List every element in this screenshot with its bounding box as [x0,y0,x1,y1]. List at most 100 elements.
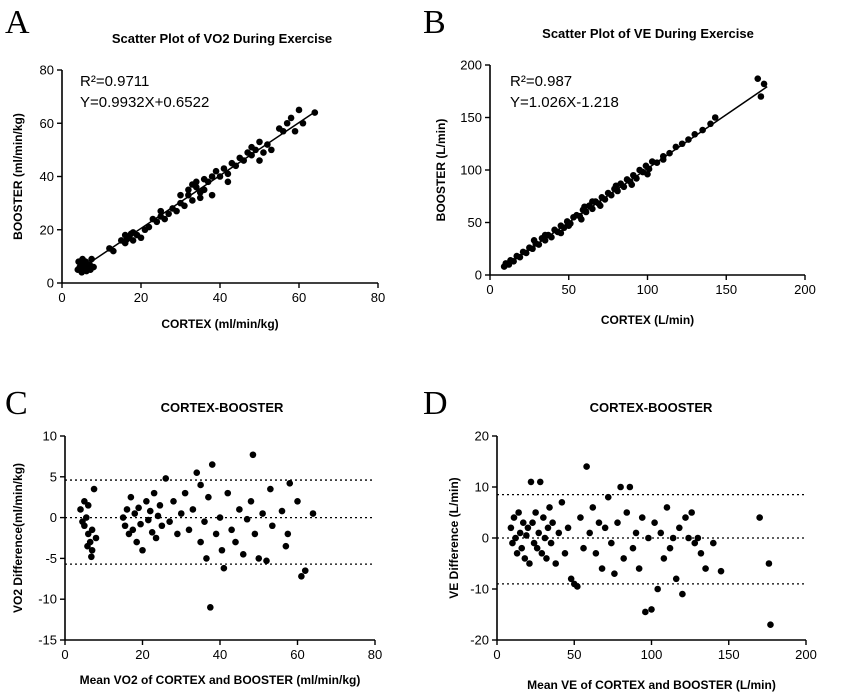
data-point [216,173,224,180]
data-point [757,93,765,100]
data-point [141,226,149,234]
data-point [251,530,259,538]
data-point [243,515,251,523]
data-point [185,526,193,534]
data-point [220,564,228,572]
data-point [81,522,88,530]
data-point [129,237,137,244]
data-point [196,194,204,202]
data-point [260,149,267,156]
y-tick-label: -5 [45,551,57,566]
data-point [760,80,768,88]
data-point [564,524,572,532]
x-tick-label: 100 [637,282,659,297]
data-point [181,202,188,210]
data-point [617,483,624,491]
data-point [581,203,588,211]
x-tick-label: 150 [715,282,737,297]
data-point [541,231,549,239]
data-point [548,233,555,241]
data-point [208,191,216,199]
data-point [137,234,145,242]
data-point [702,565,709,572]
panel-letter: B [423,4,446,41]
data-point [521,555,529,562]
data-point [596,202,604,209]
data-point [156,502,164,509]
data-point [88,526,96,534]
data-point [189,506,197,513]
data-point [239,551,247,558]
y-tick-label: 10 [475,480,489,495]
data-point [651,519,658,526]
data-point [607,191,615,199]
chart-title: Scatter Plot of VO2 During Exercise [112,31,332,46]
x-tick-label: 100 [641,647,663,662]
data-point [165,210,172,218]
data-point [645,165,653,173]
x-tick-label: 150 [718,647,740,662]
x-tick-label: 50 [567,647,581,662]
data-point [710,539,717,547]
data-point [685,136,692,143]
data-point [146,507,154,515]
data-point [638,514,646,521]
data-point [110,247,117,255]
x-tick-label: 50 [562,282,576,297]
x-tick-label: 60 [292,290,306,305]
data-point [174,530,181,538]
regression-line [77,111,316,272]
data-point [193,469,201,477]
chart-title: Scatter Plot of VE During Exercise [542,26,754,41]
data-point [645,534,652,542]
x-axis-title: Mean VE of CORTEX and BOOSTER (L/min) [527,678,776,692]
data-point [614,187,621,195]
data-point [633,175,640,182]
data-point [527,478,535,486]
data-point [248,151,255,159]
data-point [240,157,247,164]
data-point [632,529,640,537]
data-point [154,512,162,520]
x-tick-label: 0 [61,647,68,662]
data-point [524,524,532,532]
data-point [589,205,596,213]
data-point [88,255,95,263]
data-point [669,534,677,542]
x-tick-label: 40 [213,290,227,305]
data-point [256,138,263,146]
data-point [264,141,271,148]
data-point [510,514,518,521]
data-point [204,178,212,186]
data-point [518,544,526,552]
y-tick-label: 10 [43,429,57,444]
y-tick-label: 150 [460,110,482,125]
data-point [208,461,216,468]
data-point [282,542,290,550]
y-tick-label: 0 [482,531,489,546]
data-point [577,514,584,521]
data-point [232,162,240,170]
data-point [252,146,259,154]
data-point [205,493,212,501]
data-point [208,173,216,180]
data-point [507,524,515,532]
data-point [612,182,620,190]
data-point [765,560,773,567]
x-tick-label: 200 [795,647,817,662]
data-point [127,493,135,501]
data-point [582,208,590,216]
y-axis-title: VE Difference (L/min) [447,477,461,598]
data-point [294,497,301,505]
data-point [540,514,547,521]
data-point [648,606,655,613]
data-point [530,237,538,244]
data-point [224,489,232,497]
y-tick-label: 50 [468,215,482,230]
chart-title: CORTEX-BOOSTER [161,400,284,415]
data-point [523,532,530,539]
y-tick-label: 40 [40,169,54,184]
data-point [580,544,587,552]
data-point [601,524,609,532]
data-point [87,266,94,273]
